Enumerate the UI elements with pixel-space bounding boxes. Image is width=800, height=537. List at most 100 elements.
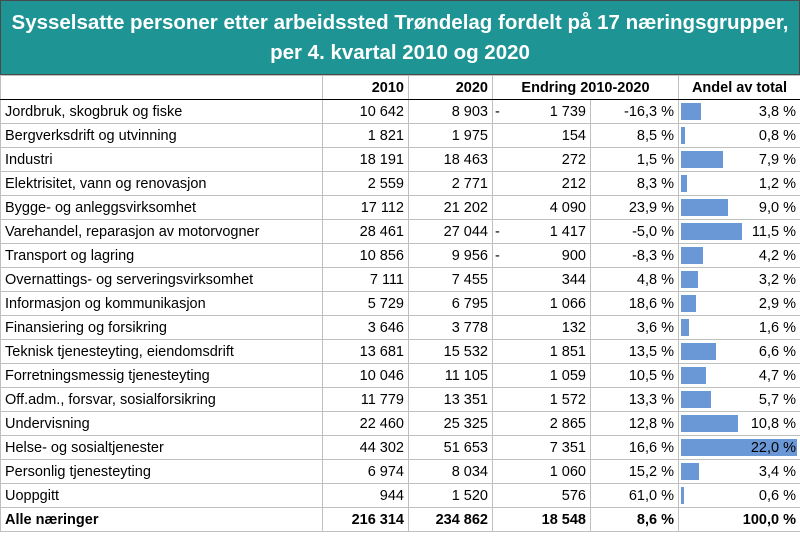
value-2010: 7 111 bbox=[322, 267, 409, 292]
change-percent: 3,6 % bbox=[590, 315, 679, 340]
share-bar bbox=[681, 103, 701, 120]
table-row: Industri 18 191 18 463 272 1,5 % 7,9 % bbox=[0, 147, 800, 172]
change-sign bbox=[492, 435, 507, 460]
share-cell: 22,0 % bbox=[678, 435, 800, 460]
share-value: 3,2 % bbox=[758, 271, 796, 288]
share-value: 0,8 % bbox=[758, 127, 796, 144]
value-2010: 17 112 bbox=[322, 195, 409, 220]
share-value: 6,6 % bbox=[758, 343, 796, 360]
table-row: Helse- og sosialtjenester 44 302 51 653 7 3… bbox=[0, 435, 800, 460]
share-bar bbox=[681, 199, 728, 216]
value-2010: 3 646 bbox=[322, 315, 409, 340]
title-line-2: per 4. kvartal 2010 og 2020 bbox=[270, 40, 530, 64]
share-value: 100,0 % bbox=[742, 511, 796, 528]
row-label: Personlig tjenesteyting bbox=[0, 459, 323, 484]
value-2020: 9 956 bbox=[408, 243, 493, 268]
header-change: Endring 2010-2020 bbox=[492, 75, 679, 100]
row-label: Teknisk tjenesteyting, eiendomsdrift bbox=[0, 339, 323, 364]
change-sign bbox=[492, 123, 507, 148]
share-value: 5,7 % bbox=[758, 391, 796, 408]
value-2020: 2 771 bbox=[408, 171, 493, 196]
value-2020: 6 795 bbox=[408, 291, 493, 316]
share-bar bbox=[681, 223, 742, 240]
value-2010: 10 856 bbox=[322, 243, 409, 268]
share-cell: 5,7 % bbox=[678, 387, 800, 412]
share-bar bbox=[681, 127, 685, 144]
change-absolute: 272 bbox=[506, 147, 591, 172]
change-absolute: 344 bbox=[506, 267, 591, 292]
share-value: 7,9 % bbox=[758, 151, 796, 168]
change-sign bbox=[492, 315, 507, 340]
header-share: Andel av total bbox=[678, 75, 800, 100]
value-2010: 28 461 bbox=[322, 219, 409, 244]
share-bar bbox=[681, 415, 738, 432]
value-2020: 1 520 bbox=[408, 483, 493, 508]
share-cell: 0,6 % bbox=[678, 483, 800, 508]
row-label: Uoppgitt bbox=[0, 483, 323, 508]
row-label: Informasjon og kommunikasjon bbox=[0, 291, 323, 316]
table-row: Elektrisitet, vann og renovasjon 2 559 2 7… bbox=[0, 171, 800, 196]
share-bar bbox=[681, 151, 723, 168]
change-percent: 15,2 % bbox=[590, 459, 679, 484]
change-percent: 18,6 % bbox=[590, 291, 679, 316]
change-percent: 61,0 % bbox=[590, 483, 679, 508]
change-percent: 23,9 % bbox=[590, 195, 679, 220]
table-row: Overnattings- og serveringsvirksomhet 7 1… bbox=[0, 267, 800, 292]
value-2020: 11 105 bbox=[408, 363, 493, 388]
change-absolute: 1 851 bbox=[506, 339, 591, 364]
share-cell: 0,8 % bbox=[678, 123, 800, 148]
value-2010: 13 681 bbox=[322, 339, 409, 364]
table-row: Off.adm., forsvar, sosialforsikring 11 77… bbox=[0, 387, 800, 412]
share-value: 9,0 % bbox=[758, 199, 796, 216]
share-cell: 3,4 % bbox=[678, 459, 800, 484]
change-percent: 13,3 % bbox=[590, 387, 679, 412]
value-2010: 10 046 bbox=[322, 363, 409, 388]
value-2020: 27 044 bbox=[408, 219, 493, 244]
change-absolute: 154 bbox=[506, 123, 591, 148]
row-label: Off.adm., forsvar, sosialforsikring bbox=[0, 387, 323, 412]
row-label: Overnattings- og serveringsvirksomhet bbox=[0, 267, 323, 292]
change-percent: 4,8 % bbox=[590, 267, 679, 292]
table-row: Uoppgitt 944 1 520 576 61,0 % 0,6 % bbox=[0, 483, 800, 508]
change-absolute: 1 739 bbox=[506, 99, 591, 124]
share-bar bbox=[681, 319, 689, 336]
value-2020: 8 903 bbox=[408, 99, 493, 124]
change-sign: - bbox=[492, 243, 507, 268]
row-label: Industri bbox=[0, 147, 323, 172]
change-percent: 13,5 % bbox=[590, 339, 679, 364]
share-cell: 100,0 % bbox=[678, 507, 800, 532]
row-label: Alle næringer bbox=[0, 507, 323, 532]
share-cell: 10,8 % bbox=[678, 411, 800, 436]
change-percent: 8,5 % bbox=[590, 123, 679, 148]
title-line-1: Sysselsatte personer etter arbeidssted T… bbox=[11, 10, 789, 34]
value-2020: 234 862 bbox=[408, 507, 493, 532]
share-cell: 3,8 % bbox=[678, 99, 800, 124]
row-label: Bygge- og anleggsvirksomhet bbox=[0, 195, 323, 220]
change-percent: 12,8 % bbox=[590, 411, 679, 436]
change-sign bbox=[492, 267, 507, 292]
share-cell: 7,9 % bbox=[678, 147, 800, 172]
table-row: Personlig tjenesteyting 6 974 8 034 1 060 15… bbox=[0, 459, 800, 484]
share-bar bbox=[681, 391, 711, 408]
row-label: Bergverksdrift og utvinning bbox=[0, 123, 323, 148]
value-2020: 21 202 bbox=[408, 195, 493, 220]
header-2010: 2010 bbox=[322, 75, 409, 100]
share-cell: 9,0 % bbox=[678, 195, 800, 220]
value-2020: 51 653 bbox=[408, 435, 493, 460]
change-absolute: 4 090 bbox=[506, 195, 591, 220]
change-sign bbox=[492, 339, 507, 364]
share-bar bbox=[681, 295, 696, 312]
share-bar bbox=[681, 367, 706, 384]
share-value: 3,4 % bbox=[758, 463, 796, 480]
table-row: Varehandel, reparasjon av motorvogner 28 … bbox=[0, 219, 800, 244]
value-2010: 216 314 bbox=[322, 507, 409, 532]
value-2020: 8 034 bbox=[408, 459, 493, 484]
share-value: 0,6 % bbox=[758, 487, 796, 504]
table-row: Teknisk tjenesteyting, eiendomsdrift 13 6… bbox=[0, 339, 800, 364]
change-percent: -16,3 % bbox=[590, 99, 679, 124]
share-value: 10,8 % bbox=[750, 415, 796, 432]
share-bar bbox=[681, 175, 687, 192]
share-value: 22,0 % bbox=[750, 439, 796, 456]
table-row: Undervisning 22 460 25 325 2 865 12,8 % 10,8 … bbox=[0, 411, 800, 436]
row-label: Transport og lagring bbox=[0, 243, 323, 268]
